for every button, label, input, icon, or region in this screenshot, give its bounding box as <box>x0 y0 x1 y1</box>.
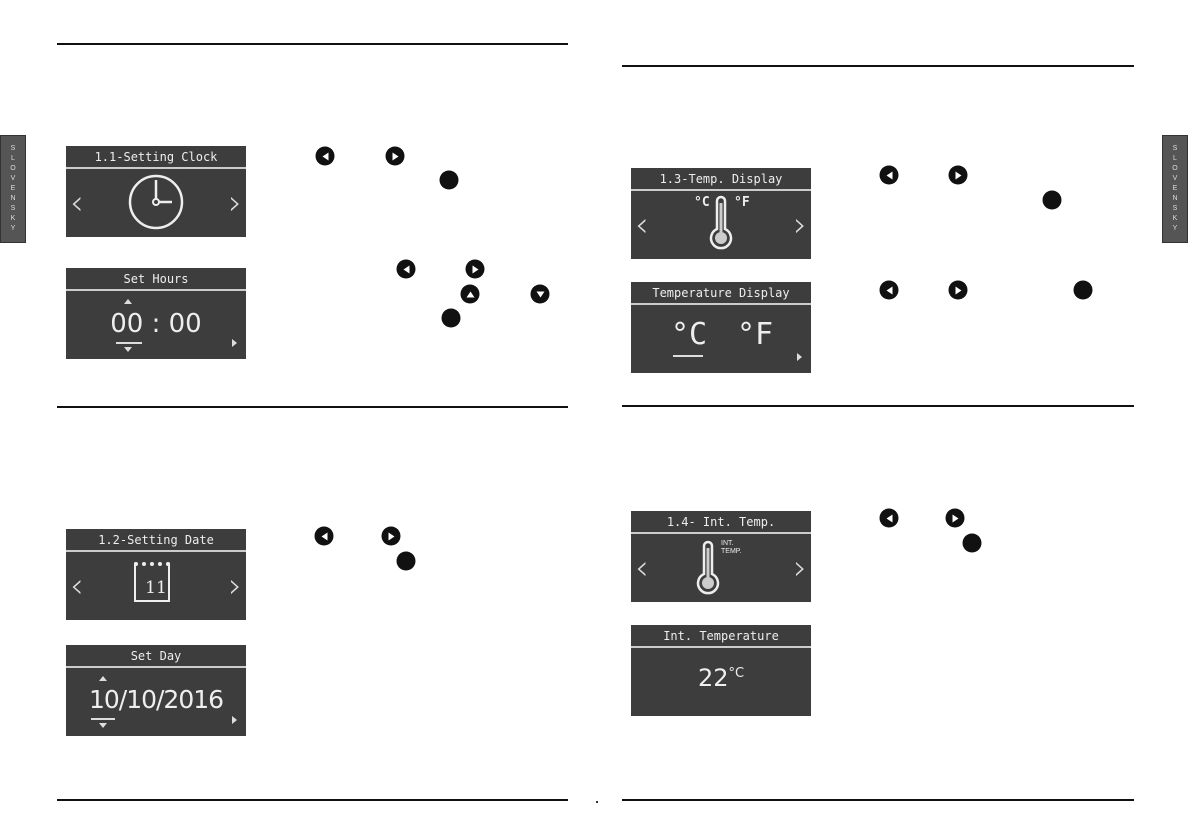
unit-fahrenheit: °F <box>734 195 750 210</box>
ok-button-icon <box>962 533 982 553</box>
left-button-icon <box>879 508 899 528</box>
display-title: Set Day <box>66 645 246 668</box>
left-button-icon <box>879 165 899 185</box>
arrow-down-icon <box>124 347 132 352</box>
temp-unit: °C <box>728 666 745 681</box>
down-button-icon <box>530 284 550 304</box>
more-arrow-icon <box>797 353 802 361</box>
display-title: Set Hours <box>66 268 246 291</box>
divider <box>57 799 568 801</box>
display-set-day: Set Day 10/10/2016 <box>66 645 246 736</box>
display-title: 1.2-Setting Date <box>66 529 246 552</box>
display-temp-display: 1.3-Temp. Display ‹ °C °F › <box>631 168 811 259</box>
right-button-icon <box>381 526 401 546</box>
date-value: 10/10/2016 <box>88 685 224 714</box>
option-celsius[interactable]: °C <box>671 317 708 352</box>
up-button-icon <box>460 284 480 304</box>
chevron-right-icon: › <box>793 548 807 588</box>
display-title: 1.3-Temp. Display <box>631 168 811 191</box>
temp-value: 22 <box>697 664 729 692</box>
ok-button-icon <box>441 308 461 328</box>
clock-icon <box>128 174 184 230</box>
display-title: 1.1-Setting Clock <box>66 146 246 169</box>
left-button-icon <box>879 280 899 300</box>
display-int-temperature: Int. Temperature 22°C <box>631 625 811 716</box>
selection-underline <box>673 355 703 357</box>
ok-button-icon <box>1073 280 1093 300</box>
divider <box>57 43 568 45</box>
option-fahrenheit[interactable]: °F <box>737 317 774 352</box>
display-set-hours: Set Hours 00 : 00 <box>66 268 246 359</box>
more-arrow-icon <box>232 716 237 724</box>
right-button-icon <box>465 259 485 279</box>
left-button-icon <box>396 259 416 279</box>
display-title: 1.4- Int. Temp. <box>631 511 811 534</box>
arrow-down-icon <box>99 723 107 728</box>
chevron-left-icon: ‹ <box>635 548 649 588</box>
ok-button-icon <box>439 170 459 190</box>
right-button-icon <box>945 508 965 528</box>
unit-celsius: °C <box>694 195 710 210</box>
left-button-icon <box>315 146 335 166</box>
arrow-up-icon <box>99 676 107 681</box>
chevron-left-icon: ‹ <box>635 205 649 245</box>
divider <box>622 65 1134 67</box>
calendar-day: 11 <box>145 578 167 598</box>
calendar-icon <box>134 562 170 602</box>
left-button-icon <box>314 526 334 546</box>
int-temp-reading: 22°C <box>631 664 811 692</box>
time-value: 00 : 00 <box>110 309 202 339</box>
chevron-left-icon: ‹ <box>70 566 84 606</box>
ok-button-icon <box>1042 190 1062 210</box>
thermometer-icon <box>709 195 733 250</box>
chevron-left-icon: ‹ <box>70 183 84 223</box>
display-title: Temperature Display <box>631 282 811 305</box>
right-button-icon <box>948 165 968 185</box>
display-setting-date: 1.2-Setting Date ‹ 11 › <box>66 529 246 620</box>
thermometer-icon <box>696 540 720 595</box>
display-int-temp: 1.4- Int. Temp. ‹ INT. TEMP. › <box>631 511 811 602</box>
selection-underline <box>91 718 115 720</box>
chevron-right-icon: › <box>793 205 807 245</box>
chevron-right-icon: › <box>228 566 242 606</box>
selection-underline <box>116 342 142 344</box>
arrow-up-icon <box>124 299 132 304</box>
divider <box>57 406 568 408</box>
divider <box>622 799 1134 801</box>
right-button-icon <box>385 146 405 166</box>
more-arrow-icon <box>232 339 237 347</box>
divider <box>622 405 1134 407</box>
display-temperature-display: Temperature Display °C °F <box>631 282 811 373</box>
int-temp-label: INT. TEMP. <box>721 540 742 555</box>
chevron-right-icon: › <box>228 183 242 223</box>
display-setting-clock: 1.1-Setting Clock ‹ › <box>66 146 246 237</box>
right-button-icon <box>948 280 968 300</box>
display-title: Int. Temperature <box>631 625 811 648</box>
page-dot <box>596 801 598 803</box>
ok-button-icon <box>396 551 416 571</box>
